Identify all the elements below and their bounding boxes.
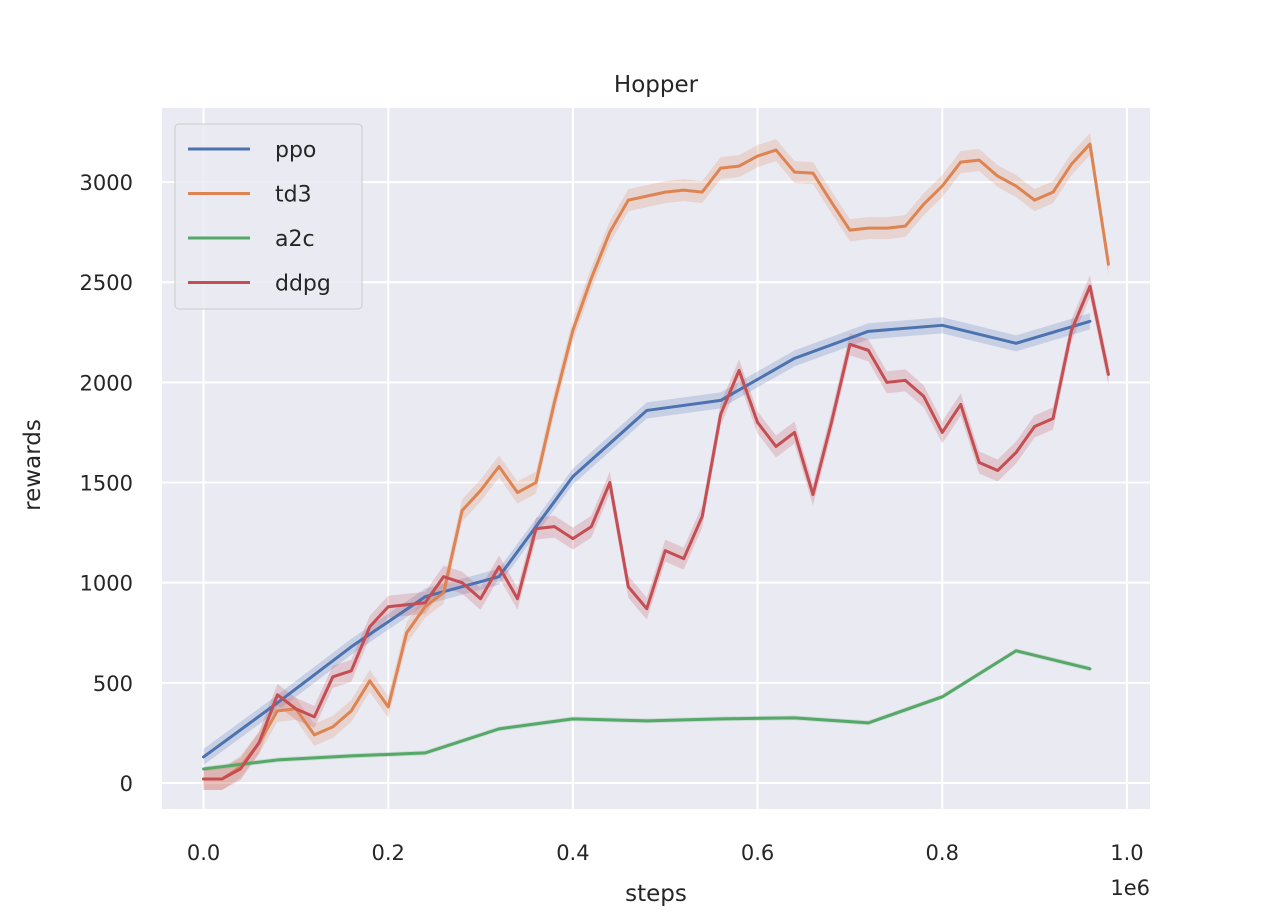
legend: ppo td3 a2c ddpg — [174, 123, 363, 310]
grid — [162, 108, 1150, 809]
y-axis-label: rewards — [20, 419, 46, 511]
y-tick-label: 2000 — [80, 371, 133, 395]
x-tick-label: 1.0 — [1110, 841, 1143, 865]
x-tick-label: 0.4 — [556, 841, 589, 865]
legend-label-ddpg: ddpg — [275, 272, 331, 297]
x-tick-label: 0.2 — [372, 841, 405, 865]
legend-frame — [174, 123, 363, 310]
x-axis-label: steps — [625, 881, 687, 907]
y-tick-label: 1000 — [80, 572, 133, 596]
chart-title: Hopper — [614, 72, 699, 98]
series-lines — [202, 142, 1110, 781]
x-tick-label: 0.8 — [926, 841, 959, 865]
x-axis-offset-text: 1e6 — [1110, 876, 1150, 900]
x-tick-label: 0.0 — [187, 841, 220, 865]
y-tick-label: 500 — [93, 672, 133, 696]
line-ddpg — [202, 284, 1110, 781]
line-td3 — [202, 142, 1110, 781]
y-tick-labels: 0 500 1000 1500 2000 2500 3000 — [80, 171, 133, 796]
y-tick-label: 2500 — [80, 271, 133, 295]
y-tick-label: 3000 — [80, 171, 133, 195]
y-tick-label: 1500 — [80, 472, 133, 496]
band-ppo — [203, 313, 1090, 765]
x-tick-label: 0.6 — [741, 841, 774, 865]
line-ppo — [202, 319, 1092, 759]
legend-label-a2c: a2c — [275, 227, 315, 252]
x-tick-labels: 0.0 0.2 0.4 0.6 0.8 1.0 — [187, 841, 1144, 865]
line-a2c — [202, 649, 1092, 771]
y-tick-label: 0 — [120, 772, 133, 796]
legend-label-td3: td3 — [275, 183, 312, 208]
legend-label-ppo: ppo — [275, 138, 316, 163]
